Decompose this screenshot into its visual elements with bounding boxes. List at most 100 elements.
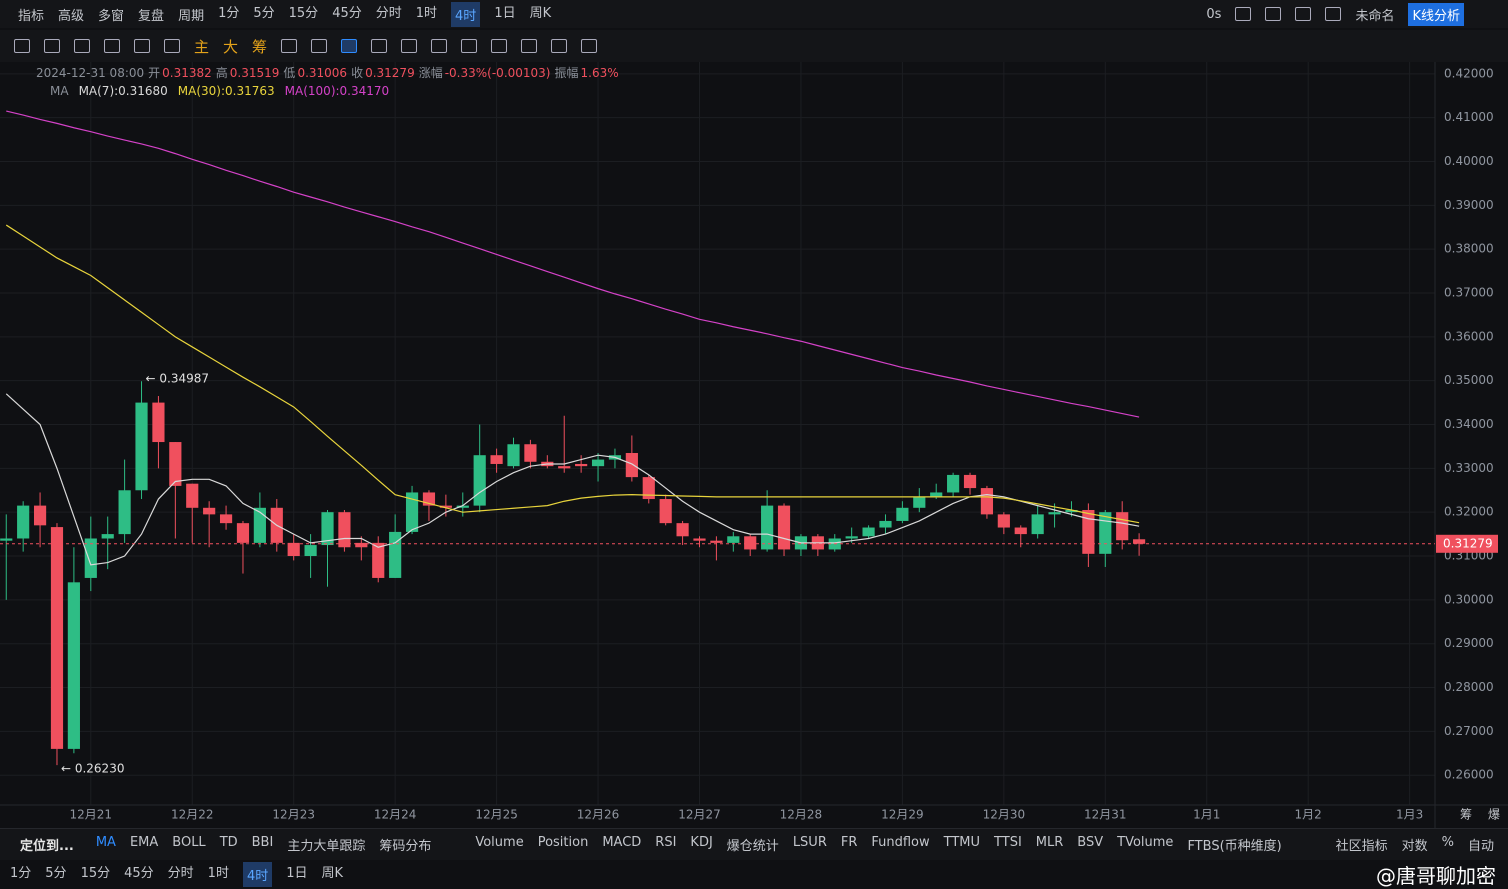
candle-body — [372, 542, 385, 578]
indicator[interactable]: EMA — [129, 835, 159, 850]
period[interactable]: 分时 — [375, 5, 402, 21]
draw-label[interactable]: 筹 — [252, 37, 268, 56]
control[interactable]: % — [1441, 835, 1454, 850]
indicator[interactable]: Position — [537, 835, 589, 850]
period[interactable]: 周K — [321, 865, 344, 881]
indicator[interactable]: BOLL — [172, 835, 206, 850]
period[interactable]: 5分 — [253, 5, 275, 21]
locate[interactable]: 定位到... — [20, 839, 74, 854]
draw-label[interactable]: 主 — [194, 37, 210, 56]
period[interactable]: 1分 — [10, 865, 32, 881]
menu-item[interactable]: 指标 — [18, 8, 45, 24]
indicator[interactable]: KDJ — [690, 835, 713, 850]
indicator[interactable]: 爆仓统计 — [726, 839, 779, 854]
tool[interactable] — [164, 39, 180, 53]
ma-legend: MA MA(7):0.31680 MA(30):0.31763 MA(100):0.3… — [50, 84, 389, 98]
info-key: 低 — [283, 66, 295, 80]
indicator[interactable]: TD — [219, 835, 238, 850]
menu-item[interactable]: 复盘 — [138, 8, 165, 24]
x-tick-label: 12月23 — [272, 808, 315, 822]
control[interactable]: 对数 — [1401, 839, 1428, 854]
tool[interactable] — [551, 39, 568, 53]
period[interactable]: 15分 — [288, 5, 319, 21]
tool[interactable] — [371, 39, 388, 53]
menu-item[interactable]: 周期 — [178, 8, 205, 24]
tool[interactable] — [14, 39, 30, 53]
period[interactable]: 1分 — [218, 5, 240, 21]
period[interactable]: 45分 — [124, 865, 154, 881]
icon[interactable] — [1235, 7, 1252, 21]
period[interactable]: 1日 — [494, 5, 516, 21]
plot-bg — [0, 62, 1508, 828]
period[interactable]: 分时 — [167, 865, 194, 881]
indicator[interactable]: MACD — [602, 835, 642, 850]
tool[interactable] — [491, 39, 508, 53]
indicator[interactable]: 主力大单跟踪 — [287, 839, 366, 854]
candle-body — [1133, 539, 1146, 544]
y-tick-label: 0.37000 — [1444, 286, 1494, 300]
indicator[interactable]: TTMU — [943, 835, 981, 850]
tool[interactable] — [134, 39, 150, 53]
period[interactable]: 1日 — [286, 865, 308, 881]
tool[interactable] — [581, 39, 598, 53]
indicator[interactable]: TVolume — [1117, 835, 1174, 850]
period[interactable]: 1时 — [207, 865, 229, 881]
menu-item[interactable]: 高级 — [58, 8, 85, 24]
analysis-button[interactable]: K线分析 — [1408, 2, 1464, 26]
indicator[interactable]: MLR — [1035, 835, 1064, 850]
tool[interactable] — [104, 39, 120, 53]
tool[interactable] — [341, 39, 358, 53]
candle-body — [761, 505, 774, 550]
tool[interactable] — [281, 39, 298, 53]
menu-item[interactable]: 多窗 — [98, 8, 125, 24]
period[interactable]: 4时 — [242, 861, 273, 887]
period[interactable]: 5分 — [45, 865, 67, 881]
info-value: 1.63% — [581, 66, 619, 80]
indicator[interactable]: TTSI — [994, 835, 1022, 850]
y-tick-label: 0.38000 — [1444, 242, 1494, 256]
period[interactable]: 4时 — [451, 1, 481, 27]
tool[interactable] — [461, 39, 478, 53]
tool[interactable] — [431, 39, 448, 53]
legend-entry: MA(30):0.31763 — [178, 84, 275, 98]
candle-body — [84, 538, 97, 578]
icon[interactable] — [1295, 7, 1312, 21]
tool[interactable] — [521, 39, 538, 53]
candle-body — [1014, 527, 1027, 535]
candle-body — [1082, 509, 1095, 554]
indicator[interactable]: BSV — [1077, 835, 1104, 850]
indicator[interactable]: Fundflow — [871, 835, 930, 850]
indicator[interactable]: FTBS(币种维度) — [1187, 839, 1282, 854]
right-controls: 社区指标 对数% 自动 — [1336, 835, 1508, 854]
tool[interactable] — [401, 39, 418, 53]
period[interactable]: 周K — [529, 5, 552, 21]
layout-name[interactable]: 未命名 — [1355, 8, 1395, 24]
candle-body — [17, 505, 30, 539]
candle-body — [236, 523, 250, 543]
icon[interactable] — [1325, 7, 1342, 21]
x-tick-label: 12月24 — [374, 808, 417, 822]
indicator[interactable]: BBI — [251, 835, 274, 850]
draw-label[interactable]: 大 — [223, 37, 239, 56]
period[interactable]: 15分 — [80, 865, 111, 881]
tool[interactable] — [44, 39, 60, 53]
candle-body — [980, 488, 994, 515]
indicator[interactable]: FR — [840, 835, 858, 850]
candle-body — [693, 538, 706, 541]
period[interactable]: 1时 — [415, 5, 438, 21]
indicator[interactable]: RSI — [655, 835, 677, 850]
candle-body — [0, 538, 13, 541]
period[interactable]: 45分 — [332, 5, 362, 21]
axis-icon: 爆 — [1488, 808, 1500, 822]
indicator[interactable]: 筹码分布 — [379, 839, 432, 854]
tool[interactable] — [74, 39, 90, 53]
candle-body — [947, 474, 960, 493]
control[interactable]: 自动 — [1467, 839, 1494, 854]
control[interactable]: 社区指标 — [1335, 839, 1388, 854]
x-tick-label: 12月31 — [1084, 808, 1127, 822]
tool[interactable] — [311, 39, 328, 53]
indicator[interactable]: LSUR — [792, 835, 827, 850]
indicator[interactable]: MA — [95, 835, 116, 850]
icon[interactable] — [1265, 7, 1282, 21]
indicator[interactable]: Volume — [475, 835, 524, 850]
